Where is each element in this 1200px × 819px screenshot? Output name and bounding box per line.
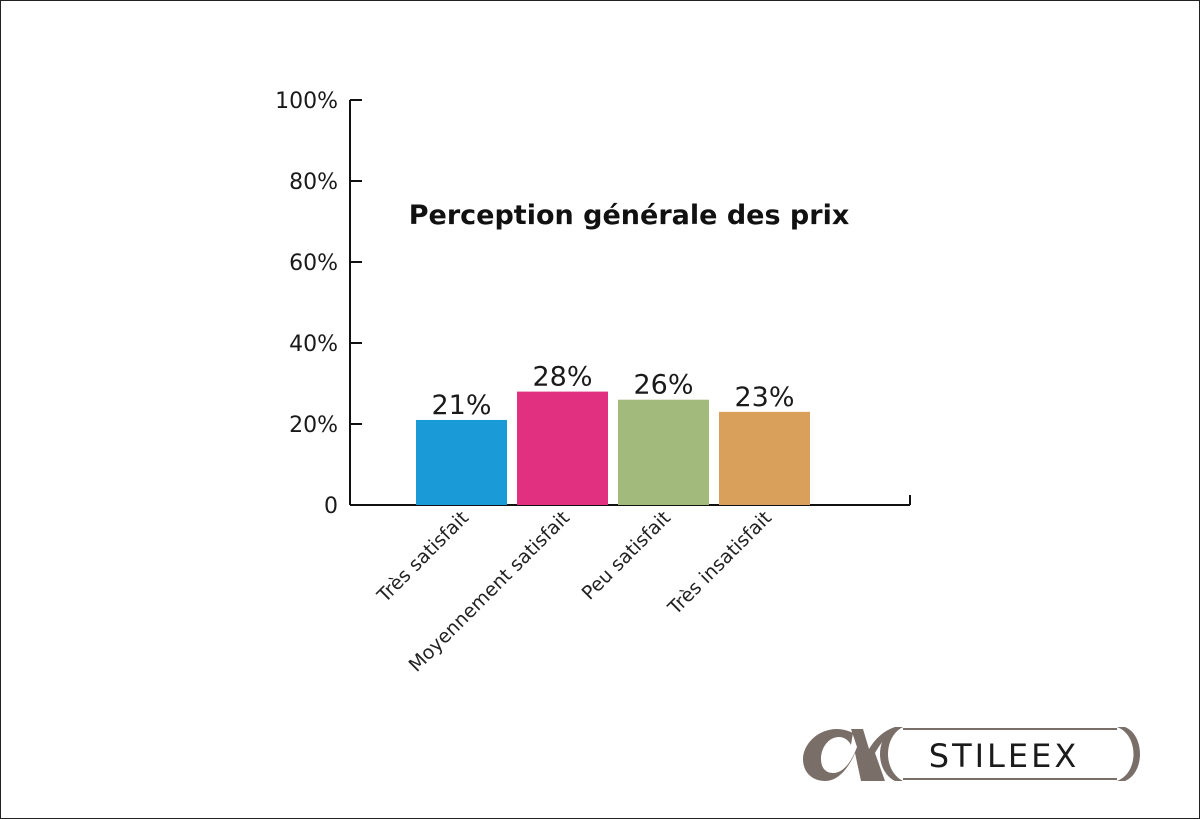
left-swoosh-icon [880, 727, 903, 781]
x-category-label: Très insatisfait [663, 507, 776, 620]
x-category-label: Très satisfait [373, 507, 473, 607]
bar [517, 391, 608, 505]
logo-top-rule [903, 728, 1117, 730]
y-tick-label: 0 [324, 494, 338, 519]
y-tick-label: 20% [289, 413, 338, 438]
y-tick-label: 60% [289, 251, 338, 276]
logo-bottom-rule [903, 778, 1117, 780]
bar-value-label: 23% [734, 382, 794, 413]
logo-wordmark: STILEEX [929, 737, 1079, 775]
y-tick-label: 100% [275, 89, 338, 114]
bar-value-label: 28% [532, 362, 592, 393]
x-category-label: Moyennement satisfait [405, 507, 574, 676]
x-category-label: Peu satisfait [578, 507, 675, 604]
bar [618, 399, 709, 505]
chart-title: Perception générale des prix [409, 200, 850, 231]
bar-value-label: 21% [431, 390, 491, 421]
stileex-logo: STILEEX [803, 727, 1140, 781]
bar-group [416, 391, 810, 505]
bar [416, 419, 507, 505]
y-tick-label: 40% [289, 332, 338, 357]
right-swoosh-icon [1117, 727, 1140, 781]
y-tick-label: 80% [289, 170, 338, 195]
bar-value-label: 26% [633, 370, 693, 401]
alpha-mark-icon [803, 727, 903, 781]
bar [719, 411, 810, 505]
